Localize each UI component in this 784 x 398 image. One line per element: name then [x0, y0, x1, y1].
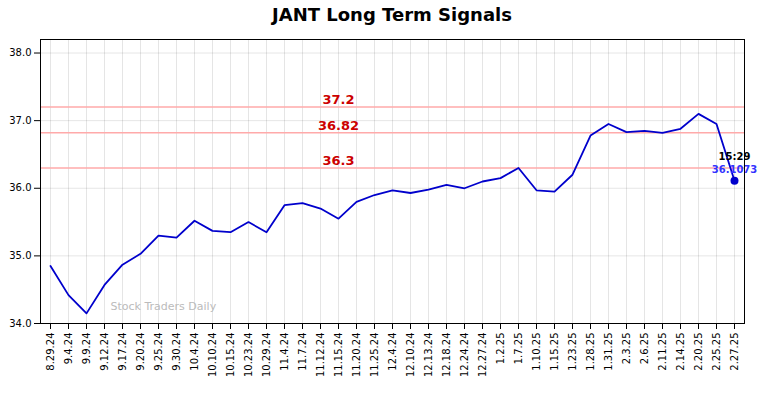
svg-text:1.10.25: 1.10.25 [531, 333, 542, 371]
svg-text:10.4.24: 10.4.24 [189, 333, 200, 371]
svg-text:2.20.25: 2.20.25 [693, 333, 704, 371]
svg-text:10.15.24: 10.15.24 [225, 333, 236, 378]
svg-text:12.24.24: 12.24.24 [459, 333, 470, 378]
svg-text:1.23.25: 1.23.25 [567, 333, 578, 371]
svg-text:10.10.24: 10.10.24 [207, 333, 218, 378]
svg-text:12.13.24: 12.13.24 [423, 333, 434, 378]
svg-text:38.0: 38.0 [9, 47, 31, 58]
svg-text:1.15.25: 1.15.25 [549, 333, 560, 371]
svg-text:37.2: 37.2 [322, 92, 354, 107]
svg-text:2.6.25: 2.6.25 [639, 333, 650, 365]
svg-text:35.0: 35.0 [9, 250, 31, 261]
svg-text:2.11.25: 2.11.25 [657, 333, 668, 371]
svg-text:9.9.24: 9.9.24 [81, 333, 92, 365]
svg-text:9.12.24: 9.12.24 [99, 333, 110, 371]
svg-text:2.3.25: 2.3.25 [621, 333, 632, 365]
svg-text:2.25.25: 2.25.25 [711, 333, 722, 371]
svg-text:37.0: 37.0 [9, 115, 31, 126]
svg-text:10.23.24: 10.23.24 [243, 333, 254, 378]
svg-text:11.25.24: 11.25.24 [369, 333, 380, 378]
svg-text:1.28.25: 1.28.25 [585, 333, 596, 371]
svg-text:9.4.24: 9.4.24 [63, 333, 74, 365]
svg-text:11.4.24: 11.4.24 [279, 333, 290, 371]
svg-text:12.27.24: 12.27.24 [477, 333, 488, 378]
svg-text:36.82: 36.82 [318, 118, 359, 133]
svg-text:15:29: 15:29 [719, 151, 751, 162]
svg-text:12.10.24: 12.10.24 [405, 333, 416, 378]
svg-text:9.25.24: 9.25.24 [153, 333, 164, 371]
svg-text:11.20.24: 11.20.24 [351, 333, 362, 378]
html-text:JANT Long Term Signals: JANT Long Term Signals [272, 4, 512, 25]
svg-text:36.3: 36.3 [322, 153, 354, 168]
svg-text:36.1073: 36.1073 [712, 164, 758, 175]
svg-text:36.0: 36.0 [9, 182, 31, 193]
svg-text:11.12.24: 11.12.24 [315, 333, 326, 378]
svg-text:1.7.25: 1.7.25 [513, 333, 524, 365]
svg-text:2.14.25: 2.14.25 [675, 333, 686, 371]
svg-text:12.18.24: 12.18.24 [441, 333, 452, 378]
svg-text:12.4.24: 12.4.24 [387, 333, 398, 371]
svg-text:9.17.24: 9.17.24 [117, 333, 128, 371]
svg-text:2.27.25: 2.27.25 [729, 333, 740, 371]
svg-text:11.7.24: 11.7.24 [297, 333, 308, 371]
svg-text:1.2.25: 1.2.25 [495, 333, 506, 365]
svg-text:9.20.24: 9.20.24 [135, 333, 146, 371]
svg-text:Stock Traders Daily: Stock Traders Daily [111, 300, 217, 313]
svg-text:34.0: 34.0 [9, 318, 31, 329]
svg-text:1.31.25: 1.31.25 [603, 333, 614, 371]
svg-text:11.15.24: 11.15.24 [333, 333, 344, 378]
svg-text:8.29.24: 8.29.24 [45, 333, 56, 371]
svg-text:10.29.24: 10.29.24 [261, 333, 272, 378]
svg-text:9.30.24: 9.30.24 [171, 333, 182, 371]
